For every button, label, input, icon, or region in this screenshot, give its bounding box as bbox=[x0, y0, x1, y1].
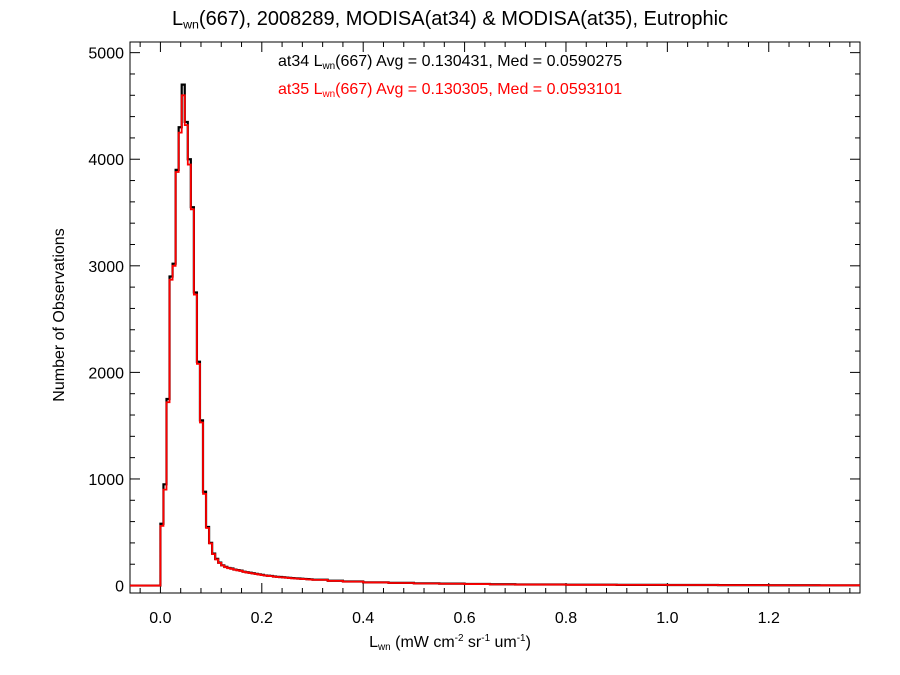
x-tick-label: 0.4 bbox=[352, 610, 374, 627]
y-tick-label: 2000 bbox=[88, 365, 124, 382]
axis-ticks: 0.0 0.2 0.4 0.6 0.8 1.0 1.2 0 1000 2000 3000 4000 50… bbox=[88, 42, 860, 627]
series-layer bbox=[130, 83, 860, 587]
series-line-at35 bbox=[130, 94, 860, 587]
plot-frame bbox=[129, 41, 861, 594]
series-line-at34 bbox=[130, 83, 860, 587]
x-tick-label: 0.6 bbox=[453, 610, 475, 627]
x-tick-label: 0.2 bbox=[251, 610, 273, 627]
legend-entry-at35: at35 Lwn(667) Avg = 0.130305, Med = 0.05… bbox=[278, 81, 623, 100]
y-axis-label: Number of Observations bbox=[51, 228, 68, 402]
chart-title: Lwn(667), 2008289, MODISA(at34) & MODISA… bbox=[171, 8, 729, 32]
y-tick-label: 0 bbox=[115, 579, 124, 596]
y-tick-label: 5000 bbox=[88, 46, 124, 63]
legend-entry-at34: at34 Lwn(667) Avg = 0.130431, Med = 0.05… bbox=[278, 53, 623, 72]
y-tick-label: 3000 bbox=[88, 259, 124, 276]
x-tick-label: 1.0 bbox=[656, 610, 678, 627]
x-axis-label: Lwn (mW cm-2 sr-1 um-1) bbox=[369, 633, 531, 653]
x-tick-label: 0.8 bbox=[555, 610, 577, 627]
x-tick-label: 0.0 bbox=[149, 610, 171, 627]
x-tick-label: 1.2 bbox=[758, 610, 780, 627]
y-tick-label: 1000 bbox=[88, 472, 124, 489]
y-tick-label: 4000 bbox=[88, 152, 124, 169]
